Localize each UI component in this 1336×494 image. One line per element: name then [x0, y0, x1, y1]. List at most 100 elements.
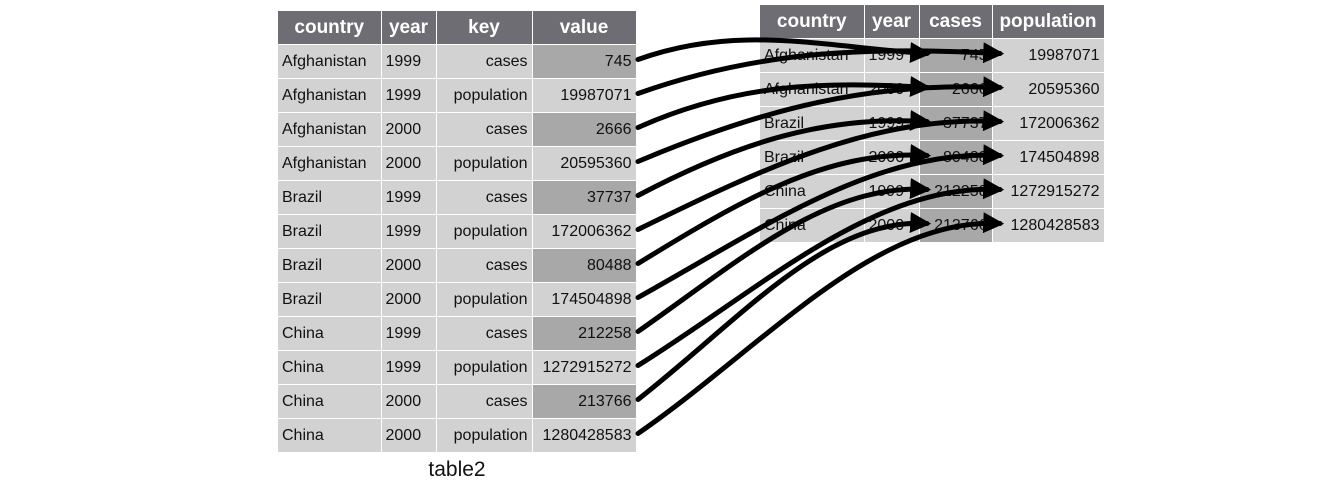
left-cell-year: 1999 [381, 214, 437, 249]
left-cell-year: 1999 [381, 44, 437, 79]
left-cell-country: China [278, 384, 382, 419]
right-table-row: Brazil 2000 80488 174504898 [760, 140, 1105, 175]
left-table-row: Brazil 1999 cases 37737 [278, 180, 637, 215]
left-table-header-row: country year key value [278, 11, 637, 45]
left-table-row: China 1999 population 1272915272 [278, 350, 637, 385]
right-cell-cases: 2666 [919, 72, 993, 107]
left-cell-year: 1999 [381, 180, 437, 215]
left-cell-year: 2000 [381, 112, 437, 147]
right-cell-population: 174504898 [992, 140, 1105, 175]
right-cell-population: 1280428583 [992, 208, 1105, 243]
left-table-row: China 1999 cases 212258 [278, 316, 637, 351]
right-cell-year: 1999 [864, 106, 920, 141]
left-cell-value: 1272915272 [532, 350, 637, 385]
left-cell-value: 213766 [532, 384, 637, 419]
left-cell-year: 2000 [381, 248, 437, 283]
right-cell-cases: 80488 [919, 140, 993, 175]
left-cell-country: Afghanistan [278, 146, 382, 181]
left-cell-key: population [436, 146, 533, 181]
mapping-arrow [635, 212, 932, 402]
left-header-key: key [436, 11, 533, 45]
left-cell-value: 19987071 [532, 78, 637, 113]
right-cell-cases: 213766 [919, 208, 993, 243]
right-table-row: Afghanistan 2000 2666 20595360 [760, 72, 1105, 107]
left-table-row: Brazil 1999 population 172006362 [278, 214, 637, 249]
right-table-header-row: country year cases population [760, 5, 1105, 39]
right-cell-country: Afghanistan [760, 38, 865, 73]
left-table-row: Afghanistan 2000 population 20595360 [278, 146, 637, 181]
left-cell-country: China [278, 316, 382, 351]
right-cell-cases: 212258 [919, 174, 993, 209]
left-cell-key: cases [436, 180, 533, 215]
left-cell-country: Brazil [278, 180, 382, 215]
right-header-population: population [992, 5, 1105, 39]
right-header-year: year [864, 5, 920, 39]
left-cell-country: Brazil [278, 282, 382, 317]
left-header-value: value [532, 11, 637, 45]
left-cell-key: population [436, 214, 533, 249]
left-cell-value: 212258 [532, 316, 637, 351]
right-cell-population: 1272915272 [992, 174, 1105, 209]
left-cell-key: population [436, 282, 533, 317]
right-table-row: China 1999 212258 1272915272 [760, 174, 1105, 209]
left-cell-key: cases [436, 316, 533, 351]
right-cell-year: 1999 [864, 38, 920, 73]
left-cell-key: cases [436, 384, 533, 419]
left-cell-country: Afghanistan [278, 44, 382, 79]
right-cell-year: 1999 [864, 174, 920, 209]
left-cell-country: Brazil [278, 214, 382, 249]
left-cell-key: population [436, 418, 533, 453]
mapping-arrow [635, 212, 1005, 436]
table-caption: table2 [428, 458, 486, 481]
left-cell-value: 80488 [532, 248, 637, 283]
right-cell-population: 172006362 [992, 106, 1105, 141]
left-cell-key: population [436, 350, 533, 385]
left-table-row: Afghanistan 1999 cases 745 [278, 44, 637, 79]
left-cell-value: 745 [532, 44, 637, 79]
left-table-row: China 2000 population 1280428583 [278, 418, 637, 453]
left-cell-country: Afghanistan [278, 78, 382, 113]
right-header-cases: cases [919, 5, 993, 39]
left-cell-year: 1999 [381, 78, 437, 113]
left-cell-year: 1999 [381, 316, 437, 351]
right-cell-country: China [760, 174, 865, 209]
left-cell-year: 2000 [381, 146, 437, 181]
left-table-row: Brazil 2000 population 174504898 [278, 282, 637, 317]
right-cell-year: 2000 [864, 72, 920, 107]
right-cell-country: Brazil [760, 106, 865, 141]
left-cell-value: 1280428583 [532, 418, 637, 453]
left-cell-value: 174504898 [532, 282, 637, 317]
right-header-country: country [760, 5, 865, 39]
left-cell-value: 20595360 [532, 146, 637, 181]
left-table-row: Afghanistan 2000 cases 2666 [278, 112, 637, 147]
left-table-row: China 2000 cases 213766 [278, 384, 637, 419]
left-cell-year: 1999 [381, 350, 437, 385]
left-cell-country: Afghanistan [278, 112, 382, 147]
left-cell-year: 2000 [381, 418, 437, 453]
right-cell-country: Brazil [760, 140, 865, 175]
right-table-row: Afghanistan 1999 745 19987071 [760, 38, 1105, 73]
right-table-row: China 2000 213766 1280428583 [760, 208, 1105, 243]
right-cell-cases: 37737 [919, 106, 993, 141]
left-cell-key: cases [436, 248, 533, 283]
left-cell-key: cases [436, 112, 533, 147]
left-cell-key: cases [436, 44, 533, 79]
left-cell-year: 2000 [381, 282, 437, 317]
left-cell-value: 37737 [532, 180, 637, 215]
left-table-row: Brazil 2000 cases 80488 [278, 248, 637, 283]
right-cell-country: Afghanistan [760, 72, 865, 107]
tidy-table: country year cases population Afghanista… [760, 5, 1105, 243]
left-cell-year: 2000 [381, 384, 437, 419]
right-cell-cases: 745 [919, 38, 993, 73]
table2: country year key value Afghanistan 1999 … [278, 11, 637, 453]
left-table-row: Afghanistan 1999 population 19987071 [278, 78, 637, 113]
right-table-row: Brazil 1999 37737 172006362 [760, 106, 1105, 141]
right-cell-population: 20595360 [992, 72, 1105, 107]
left-cell-value: 172006362 [532, 214, 637, 249]
right-cell-population: 19987071 [992, 38, 1105, 73]
left-cell-country: China [278, 350, 382, 385]
left-header-year: year [381, 11, 437, 45]
right-cell-year: 2000 [864, 208, 920, 243]
right-cell-country: China [760, 208, 865, 243]
